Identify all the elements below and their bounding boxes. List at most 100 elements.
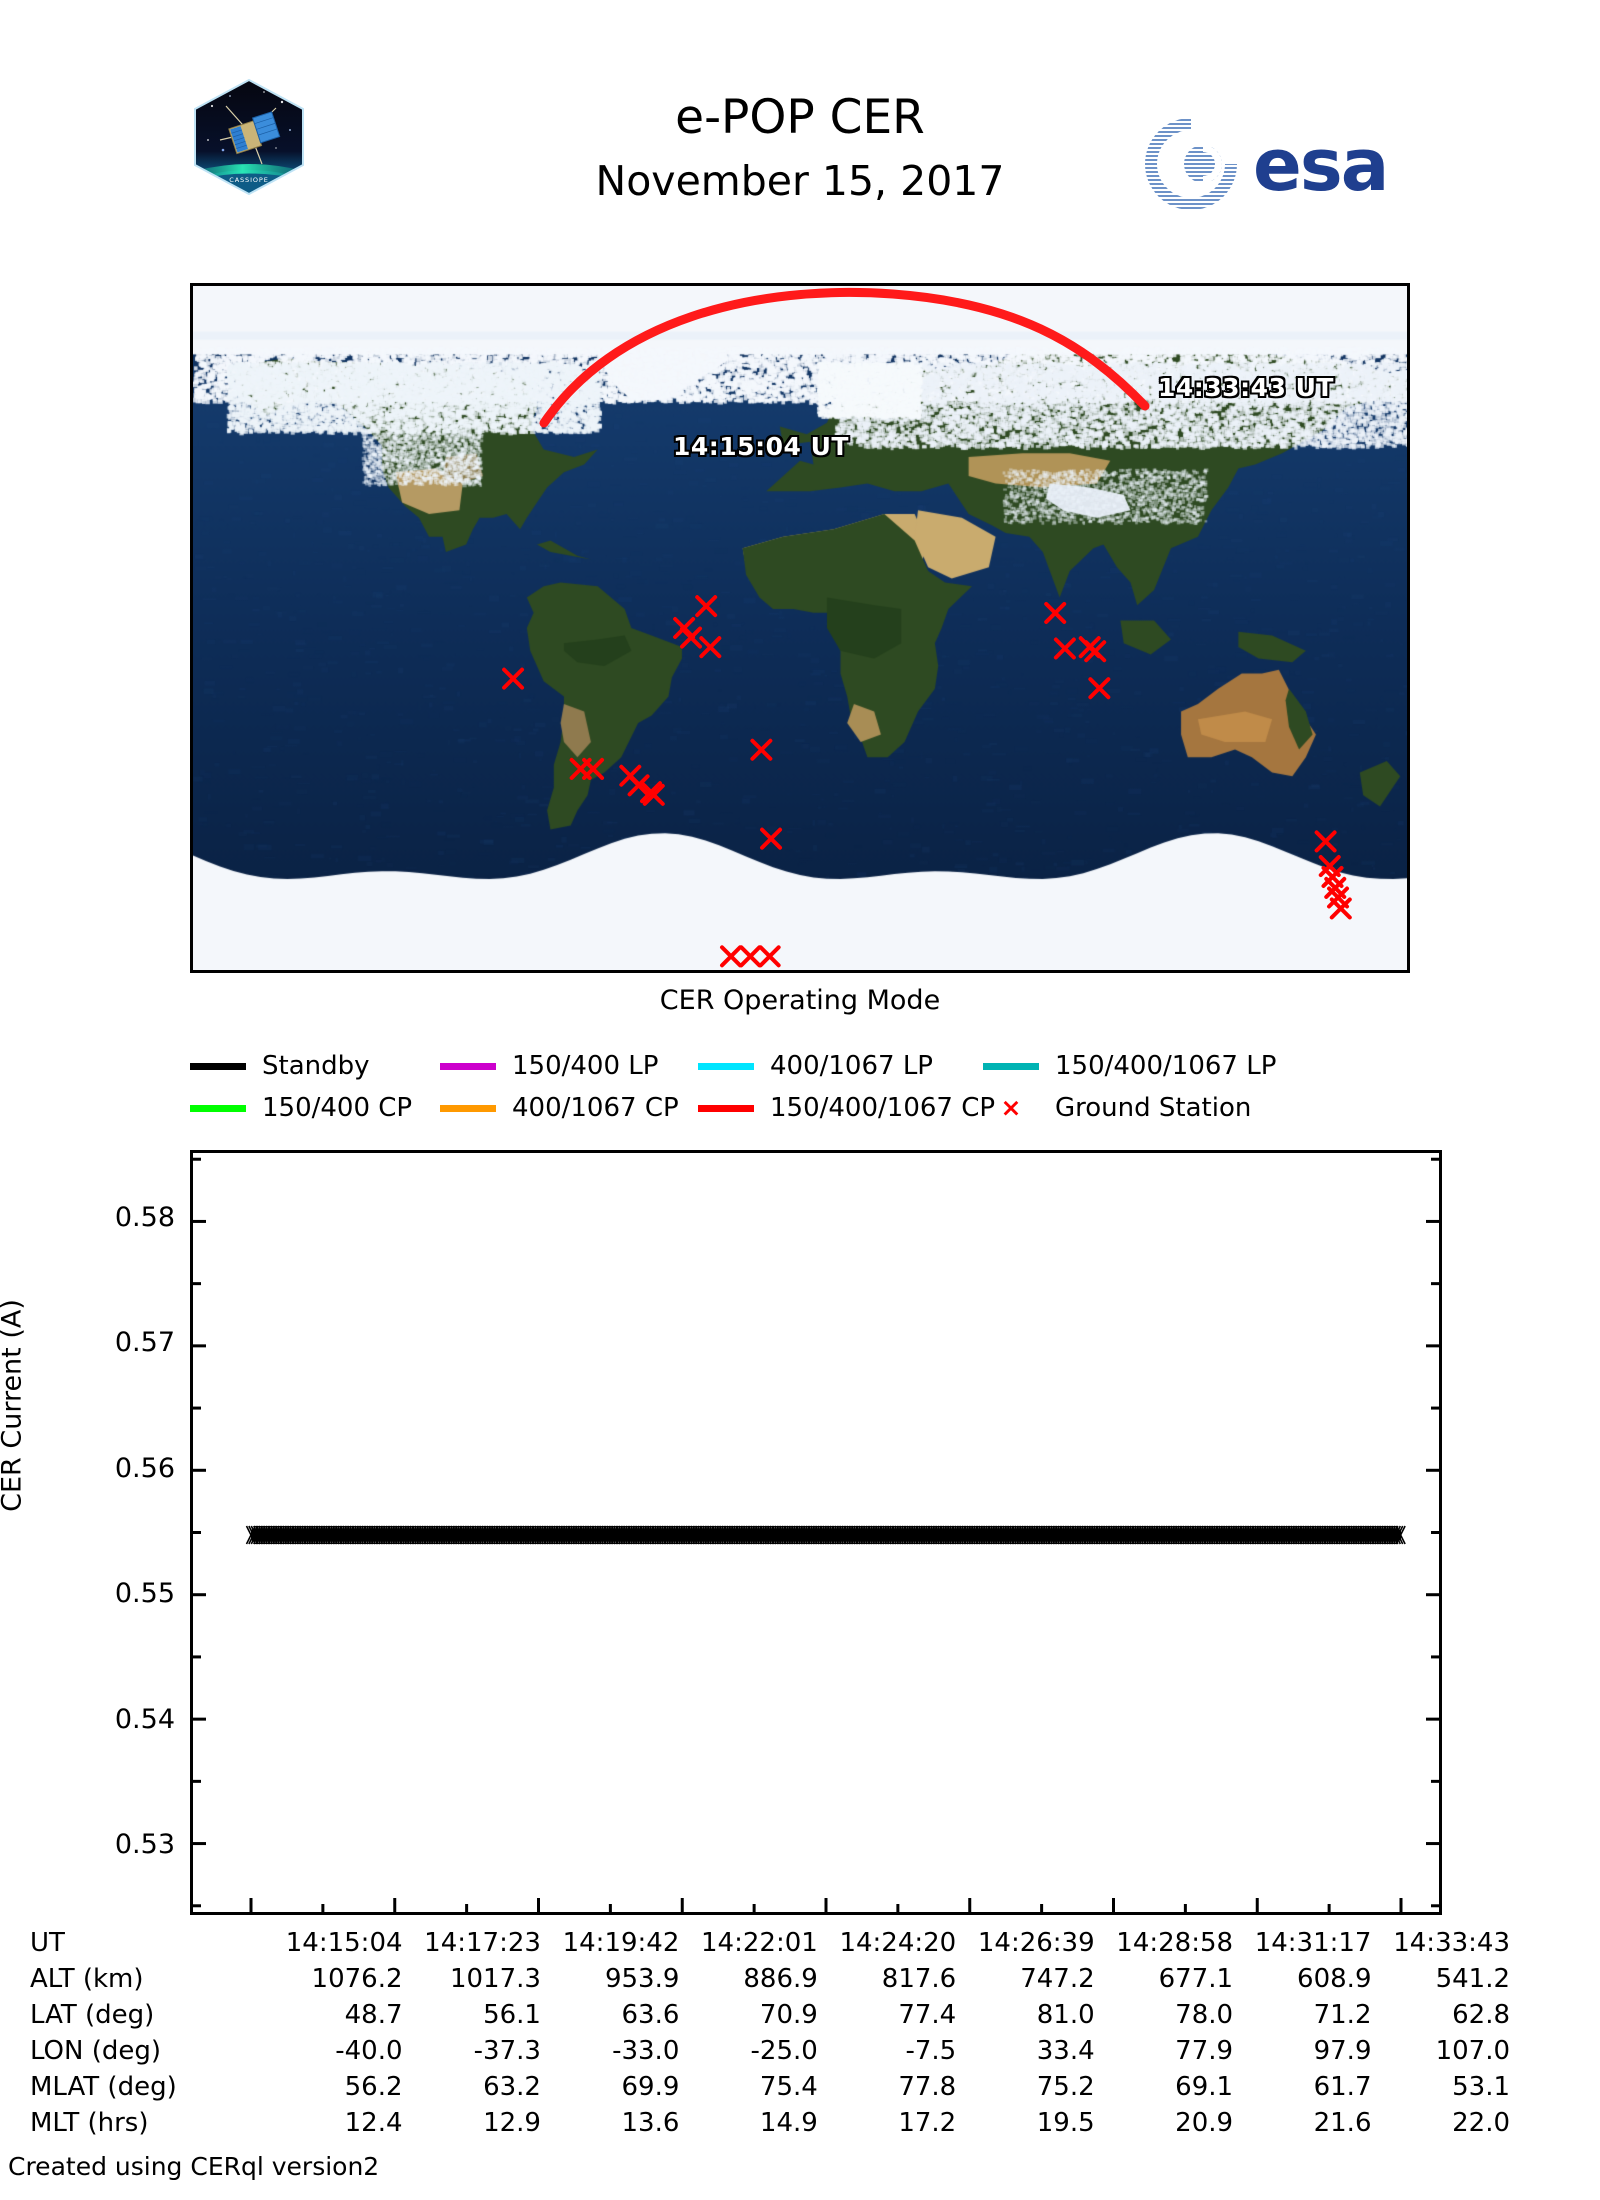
table-cell: 14:33:43 — [1371, 1925, 1510, 1961]
title-block: e-POP CER November 15, 2017 — [400, 90, 1200, 208]
table-row: MLAT (deg) 56.2 63.2 69.9 75.4 77.8 75.2 69.1 61… — [30, 2069, 1510, 2105]
table-cell: 71.2 — [1233, 1997, 1371, 2033]
ground-station-x-icon — [1086, 642, 1104, 660]
legend-color-swatch — [440, 1063, 496, 1070]
table-cell: 14:19:42 — [541, 1925, 679, 1961]
ground-station-x-icon — [1090, 679, 1108, 697]
ground-station-x-icon — [1056, 640, 1074, 658]
y-axis-label: CER Current (A) — [0, 1196, 28, 1616]
table-cell: 77.8 — [818, 2069, 956, 2105]
legend-row: Standby 150/400 LP 400/1067 LP 150/400/1067… — [190, 1045, 1440, 1087]
table-cell: 61.7 — [1233, 2069, 1371, 2105]
table-cell: 13.6 — [541, 2105, 679, 2141]
legend-item-400-1067-cp[interactable]: 400/1067 CP — [440, 1093, 698, 1123]
legend-label: 400/1067 CP — [512, 1093, 679, 1123]
page-title: e-POP CER — [400, 90, 1200, 146]
esa-logo: esa — [1145, 118, 1435, 210]
legend-color-swatch — [698, 1063, 754, 1070]
legend-color-swatch — [983, 1063, 1039, 1070]
ground-station-x-icon — [504, 670, 522, 688]
table-cell: 69.9 — [541, 2069, 679, 2105]
table-cell: 886.9 — [679, 1961, 817, 1997]
table-row: LAT (deg) 48.7 56.1 63.6 70.9 77.4 81.0 78.0 71.… — [30, 1997, 1510, 2033]
table-cell: 12.4 — [264, 2105, 402, 2141]
legend: Standby 150/400 LP 400/1067 LP 150/400/1067… — [190, 1045, 1440, 1129]
legend-item-150-400-1067-cp[interactable]: 150/400/1067 CP — [698, 1093, 983, 1123]
ephemeris-table: UT 14:15:04 14:17:23 14:19:42 14:22:01 14:24:… — [30, 1925, 1510, 2141]
table-cell: 78.0 — [1095, 1997, 1233, 2033]
table-cell: 14:26:39 — [956, 1925, 1094, 1961]
page-header: CASSIOPE e-POP CER November 15, 2017 — [0, 0, 1600, 210]
legend-item-ground-station[interactable]: × Ground Station — [983, 1093, 1283, 1123]
legend-color-swatch — [190, 1105, 246, 1112]
table-cell: 107.0 — [1371, 2033, 1510, 2069]
legend-item-150-400-1067-lp[interactable]: 150/400/1067 LP — [983, 1051, 1283, 1081]
ground-station-x-icon — [741, 947, 759, 965]
y-tick-label: 0.54 — [0, 1706, 175, 1733]
table-cell: 70.9 — [679, 1997, 817, 2033]
table-row: LON (deg) -40.0 -37.3 -33.0 -25.0 -7.5 33.4 77.… — [30, 2033, 1510, 2069]
y-tick-label: 0.57 — [0, 1329, 175, 1356]
legend-item-400-1067-lp[interactable]: 400/1067 LP — [698, 1051, 983, 1081]
table-cell: 14:17:23 — [403, 1925, 541, 1961]
table-cell: 69.1 — [1095, 2069, 1233, 2105]
ground-station-x-icon — [761, 947, 779, 965]
y-tick-label: 0.55 — [0, 1580, 175, 1607]
table-row-label: LON (deg) — [30, 2033, 264, 2069]
table-cell: 1017.3 — [403, 1961, 541, 1997]
table-row: ALT (km) 1076.2 1017.3 953.9 886.9 817.6 747.2… — [30, 1961, 1510, 1997]
legend-label: Ground Station — [1055, 1093, 1251, 1123]
legend-color-swatch — [698, 1105, 754, 1112]
ground-station-x-icon — [722, 947, 740, 965]
cassiope-logo: CASSIOPE — [190, 78, 308, 196]
table-cell: 63.6 — [541, 1997, 679, 2033]
table-cell: -40.0 — [264, 2033, 402, 2069]
table-cell: 14.9 — [679, 2105, 817, 2141]
ground-station-x-icon: × — [983, 1098, 1039, 1118]
world-map-panel[interactable]: 14:15:04 UT 14:33:43 UT — [190, 283, 1410, 973]
legend-label: Standby — [262, 1051, 370, 1081]
table-cell: 20.9 — [1095, 2105, 1233, 2141]
table-cell: 53.1 — [1371, 2069, 1510, 2105]
legend-color-swatch — [190, 1063, 246, 1070]
table-cell: 953.9 — [541, 1961, 679, 1997]
legend-item-150-400-lp[interactable]: 150/400 LP — [440, 1051, 698, 1081]
legend-title: CER Operating Mode — [0, 985, 1600, 1016]
table-cell: 56.1 — [403, 1997, 541, 2033]
table-cell: 14:31:17 — [1233, 1925, 1371, 1961]
ground-station-x-icon — [1317, 832, 1335, 850]
page-subtitle-date: November 15, 2017 — [400, 154, 1200, 208]
map-end-time-label: 14:33:43 UT — [1158, 373, 1334, 402]
table-cell: 77.4 — [818, 1997, 956, 2033]
table-row: UT 14:15:04 14:17:23 14:19:42 14:22:01 14:24:… — [30, 1925, 1510, 1961]
table-cell: 75.4 — [679, 2069, 817, 2105]
table-cell: -7.5 — [818, 2033, 956, 2069]
table-row-label: LAT (deg) — [30, 1997, 264, 2033]
table-row: MLT (hrs) 12.4 12.9 13.6 14.9 17.2 19.5 20.9 21.… — [30, 2105, 1510, 2141]
table-cell: 19.5 — [956, 2105, 1094, 2141]
table-cell: 22.0 — [1371, 2105, 1510, 2141]
legend-item-150-400-cp[interactable]: 150/400 CP — [190, 1093, 440, 1123]
legend-item-standby[interactable]: Standby — [190, 1051, 440, 1081]
table-cell: -37.3 — [403, 2033, 541, 2069]
footer-credit: Created using CERql version2 — [8, 2152, 379, 2181]
table-cell: 541.2 — [1371, 1961, 1510, 1997]
legend-color-swatch — [440, 1105, 496, 1112]
table-cell: 1076.2 — [264, 1961, 402, 1997]
legend-label: 150/400 CP — [262, 1093, 412, 1123]
table-cell: 14:22:01 — [679, 1925, 817, 1961]
ground-station-markers — [504, 597, 1350, 965]
cer-current-plot[interactable] — [190, 1150, 1442, 1915]
table-cell: 75.2 — [956, 2069, 1094, 2105]
table-cell: 677.1 — [1095, 1961, 1233, 1997]
table-row-label: ALT (km) — [30, 1961, 264, 1997]
table-cell: 97.9 — [1233, 2033, 1371, 2069]
map-start-time-label: 14:15:04 UT — [673, 432, 849, 461]
cer-current-trace — [247, 1526, 1406, 1544]
table-cell: 56.2 — [264, 2069, 402, 2105]
table-cell: -33.0 — [541, 2033, 679, 2069]
table-cell: 14:24:20 — [818, 1925, 956, 1961]
table-cell: 817.6 — [818, 1961, 956, 1997]
legend-label: 150/400 LP — [512, 1051, 658, 1081]
table-cell: 747.2 — [956, 1961, 1094, 1997]
